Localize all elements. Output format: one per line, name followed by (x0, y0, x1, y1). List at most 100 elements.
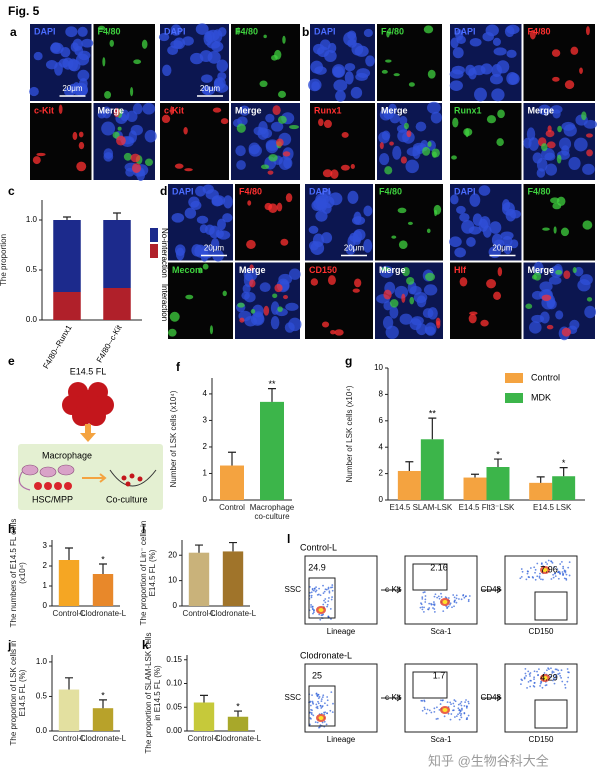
cell-signal (504, 26, 515, 38)
cell-signal (215, 229, 224, 239)
cell-signal (74, 82, 88, 97)
event (546, 563, 549, 565)
cell-signal (222, 290, 227, 297)
event (317, 702, 320, 705)
fetal-liver (78, 390, 98, 410)
event (528, 576, 531, 579)
cell-signal (210, 238, 220, 251)
cell-signal (133, 59, 142, 65)
event (529, 567, 532, 569)
cell-signal (492, 37, 501, 46)
event (566, 668, 569, 670)
co-cells (125, 481, 131, 487)
event (559, 675, 562, 677)
cell-signal (217, 71, 227, 81)
cell-signal (526, 127, 536, 141)
y-axis-label: CD48 (481, 693, 502, 702)
x-tick-label-box: E14.5 LSK (533, 503, 571, 512)
cell-signal (276, 202, 283, 212)
bar (193, 702, 215, 731)
cell-signal (533, 271, 542, 281)
event (536, 575, 539, 578)
cell-signal (104, 90, 112, 99)
cell-signal (275, 138, 284, 147)
event (311, 694, 313, 696)
cell-signal (555, 269, 563, 275)
panel-letter: l (287, 532, 290, 546)
cell-signal (399, 115, 408, 126)
y-axis-label-box: Number of LSK cells (x10⁴) (346, 386, 354, 483)
event (525, 674, 527, 677)
cell-signal (556, 154, 562, 164)
event (520, 678, 523, 681)
cell-signal (246, 239, 256, 249)
bar (188, 552, 210, 606)
event (319, 726, 321, 728)
cell-signal (239, 317, 245, 323)
x-tick-label: F4/80--c-Kit (95, 323, 124, 364)
event (430, 602, 433, 605)
event (432, 607, 434, 609)
error-bar (65, 677, 73, 690)
x-tick-label: Control-L (52, 609, 86, 618)
event (432, 603, 435, 606)
channel-label: F4/80 (528, 26, 551, 36)
event (316, 707, 319, 710)
x-axis-label: CD150 (529, 627, 554, 636)
cell-signal (466, 236, 476, 247)
channel-label: F4/80 (235, 26, 258, 36)
cell-signal (272, 293, 278, 299)
gate (308, 577, 336, 619)
event (422, 591, 425, 594)
event (566, 680, 569, 683)
y-tick-label: 0 (379, 495, 384, 504)
hsc (44, 482, 52, 490)
event (565, 577, 568, 580)
bar (529, 482, 553, 500)
event (449, 602, 452, 605)
arrow (82, 473, 107, 483)
cell-signal (60, 47, 71, 58)
cell-signal (531, 314, 545, 323)
y-tick-label: 3 (203, 416, 208, 425)
event (449, 701, 452, 704)
cell-signal (217, 218, 226, 231)
channel-label: Hlf (454, 265, 467, 275)
y-axis-label-box: The proportion of Lin⁻ cells in E14.5 FL… (140, 521, 157, 626)
channel-label: Merge (98, 105, 125, 115)
density-mid (542, 568, 548, 572)
event (552, 679, 554, 682)
cell-signal (389, 141, 394, 146)
event (457, 713, 459, 716)
cell-signal (175, 247, 185, 261)
cell-signal (125, 167, 135, 177)
event (540, 563, 543, 565)
y-axis-label: Number of LSK cells (x10⁴) (170, 390, 178, 488)
channel-label: Merge (528, 265, 555, 275)
event (428, 602, 431, 605)
event (556, 568, 559, 571)
event (533, 678, 535, 681)
cell-signal (283, 295, 289, 300)
cell-signal (482, 31, 494, 42)
macrophage (57, 464, 75, 476)
cell-signal (354, 45, 369, 57)
gate (412, 671, 448, 699)
cell-signal (132, 103, 143, 115)
cell-signal (450, 194, 459, 205)
flow-plot (504, 663, 578, 733)
event (423, 706, 426, 709)
cell-signal (222, 213, 233, 223)
event (536, 670, 538, 673)
event (321, 696, 324, 699)
y-axis-label: SSC (285, 585, 302, 594)
cell-signal (332, 66, 342, 77)
event (455, 601, 458, 604)
event (310, 606, 312, 608)
event (424, 598, 427, 601)
cell2-label: HSC/MPP (32, 494, 73, 504)
y-tick-label: 2 (379, 469, 384, 478)
significance: ** (268, 379, 276, 389)
cell-signal (546, 141, 556, 149)
cell-signal (81, 38, 94, 48)
